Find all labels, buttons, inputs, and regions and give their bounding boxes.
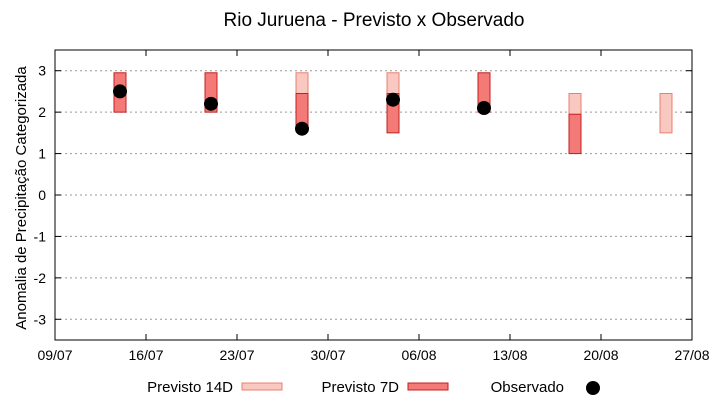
data-marks	[113, 72, 673, 155]
y-tick-label: -2	[34, 270, 47, 286]
axis-ticks: 3 2 1 0 -1 -2 -3 09/07 16/07 23/07 30/07 06/08 13/08…	[34, 50, 710, 363]
legend-label-observado: Observado	[491, 379, 564, 396]
y-tick-label: 2	[38, 104, 46, 120]
y-tick-label: 3	[38, 63, 46, 79]
observado-point	[295, 121, 309, 136]
observado-point	[204, 96, 218, 111]
x-tick-label: 16/07	[128, 347, 163, 363]
legend-swatch-previsto-14d	[241, 382, 283, 391]
y-axis-label: Anomalia de Precipitação Categorizada	[13, 66, 30, 330]
y-tick-label: 0	[38, 187, 46, 203]
previsto-7d-bar	[568, 113, 582, 155]
y-tick-label: 1	[38, 146, 46, 162]
x-tick-label: 30/07	[310, 347, 345, 363]
y-tick-label: -1	[34, 228, 47, 244]
legend-label-previsto-14d: Previsto 14D	[147, 379, 233, 396]
previsto-14d-bar	[659, 93, 673, 134]
legend-swatch-previsto-7d	[407, 382, 449, 391]
grid-lines	[55, 70, 692, 320]
x-tick-label: 20/08	[583, 347, 618, 363]
x-tick-label: 06/08	[401, 347, 436, 363]
legend-marker-observado	[586, 381, 600, 395]
observado-point	[477, 101, 491, 115]
x-tick-label: 27/08	[674, 347, 709, 363]
y-tick-label: -3	[34, 311, 47, 327]
legend-label-previsto-7d: Previsto 7D	[321, 379, 399, 396]
x-tick-label: 09/07	[37, 347, 72, 363]
observado-point	[113, 84, 127, 99]
x-tick-label: 13/08	[492, 347, 527, 363]
observado-point	[386, 92, 400, 107]
x-tick-label: 23/07	[219, 347, 254, 363]
chart-title: Rio Juruena - Previsto x Observado	[224, 10, 525, 31]
legend: Previsto 14D Previsto 7D Observado	[147, 379, 600, 396]
